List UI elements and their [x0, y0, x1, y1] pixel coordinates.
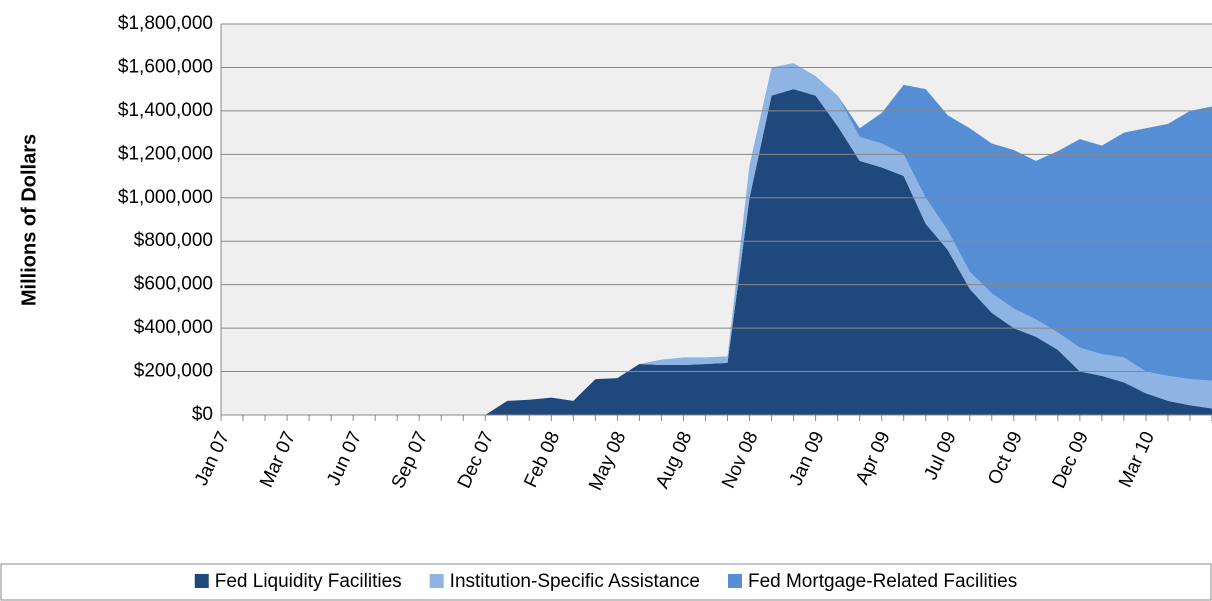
- x-tick-label: Feb 08: [520, 428, 564, 490]
- legend-item: Institution-Specific Assistance: [429, 571, 700, 592]
- y-tick-label: $1,400,000: [118, 100, 213, 121]
- area: [221, 63, 1212, 415]
- grid-layer: [221, 23, 1212, 416]
- plot-layer: [221, 63, 1212, 416]
- x-tick-label: Jun 07: [323, 428, 366, 489]
- y-tick-label: $600,000: [134, 274, 213, 295]
- legend-label: Fed Liquidity Facilities: [215, 571, 402, 592]
- x-tick-label: Dec 07: [454, 428, 498, 491]
- y-tick-label: $1,200,000: [118, 143, 213, 164]
- legend-item: Fed Mortgage-Related Facilities: [727, 571, 1017, 592]
- x-tick-label: Jan 07: [191, 428, 234, 489]
- x-tick-label: Apr 09: [852, 428, 895, 488]
- y-tick-label: $1,800,000: [118, 13, 213, 34]
- x-tick-label: Jul 09: [920, 428, 960, 483]
- x-tick-label: Nov 08: [718, 428, 762, 491]
- legend-item: Fed Liquidity Facilities: [194, 571, 402, 592]
- y-tick-label: $200,000: [134, 361, 213, 382]
- x-tick-label: Jan 09: [786, 428, 829, 489]
- x-tick-label: Aug 08: [652, 428, 696, 491]
- y-tick-label: $800,000: [134, 230, 213, 251]
- x-tick-label: Oct 09: [984, 428, 1027, 488]
- y-tick-label: $1,600,000: [118, 56, 213, 77]
- legend-swatch: [429, 574, 444, 588]
- area: [221, 89, 1212, 416]
- x-tick-label: Sep 07: [388, 428, 432, 491]
- x-tick-label: Dec 09: [1048, 428, 1092, 491]
- y-tick-label: $1,000,000: [118, 187, 213, 208]
- x-tick-label: May 08: [585, 428, 630, 493]
- y-axis-label: Millions of Dollars: [18, 134, 40, 306]
- y-tick-label: $400,000: [134, 317, 213, 338]
- legend-swatch: [727, 574, 742, 588]
- y-tick-label: $0: [192, 404, 213, 425]
- x-tick-label: Mar 10: [1115, 428, 1159, 490]
- legend-swatch: [194, 574, 209, 588]
- x-tick-label: Mar 07: [256, 428, 300, 490]
- legend-label: Institution-Specific Assistance: [450, 571, 700, 592]
- legend-label: Fed Mortgage-Related Facilities: [748, 571, 1017, 592]
